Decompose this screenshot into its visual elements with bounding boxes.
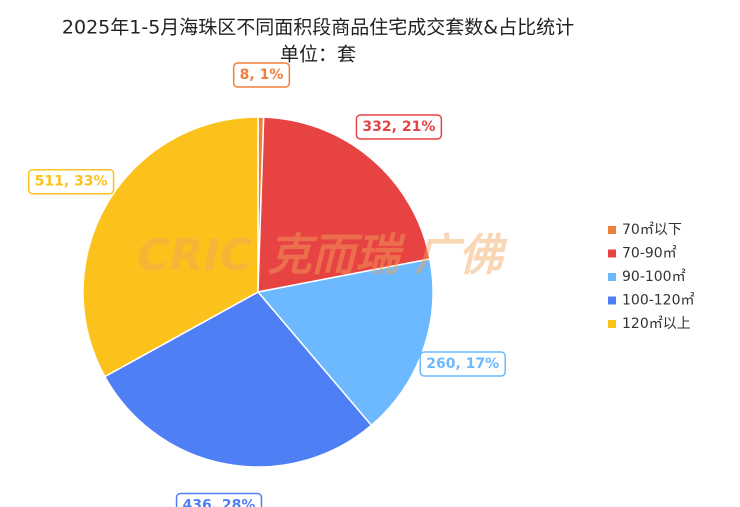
data-label: 8, 1% bbox=[240, 67, 284, 83]
data-label-box bbox=[355, 114, 443, 140]
pie-slice bbox=[103, 291, 373, 468]
chart-subtitle: 单位：套 bbox=[280, 44, 356, 66]
chart-title: 2025年1-5月海珠区不同面积段商品住宅成交套数&占比统计 bbox=[62, 17, 574, 39]
pie-slice bbox=[256, 258, 434, 427]
legend-marker bbox=[608, 273, 616, 281]
data-label-box bbox=[175, 492, 263, 507]
data-label-group: 332, 21% bbox=[355, 114, 443, 140]
legend-marker bbox=[608, 320, 616, 328]
legend-label: 90-100㎡ bbox=[622, 269, 686, 285]
data-label-group: 436, 28% bbox=[175, 492, 263, 507]
data-label: 260, 17% bbox=[426, 356, 499, 372]
data-label-box bbox=[27, 168, 115, 195]
watermark: CRIC 克而瑞 广佛 bbox=[137, 230, 507, 281]
pie-slice bbox=[257, 116, 431, 293]
legend-label: 70-90㎡ bbox=[622, 246, 677, 262]
legend-label: 70㎡以下 bbox=[622, 222, 682, 238]
data-label-box bbox=[419, 351, 506, 377]
pie-slice bbox=[82, 116, 259, 378]
data-label-group: 8, 1% bbox=[232, 62, 291, 88]
data-label: 511, 33% bbox=[35, 174, 108, 190]
data-label-box bbox=[232, 62, 291, 88]
legend-marker bbox=[608, 226, 616, 234]
legend-label: 120㎡以上 bbox=[622, 316, 691, 332]
data-label: 332, 21% bbox=[362, 119, 435, 135]
data-label-group: 511, 33% bbox=[27, 168, 115, 195]
legend-marker bbox=[608, 249, 616, 258]
data-label-group: 260, 17% bbox=[419, 351, 506, 377]
legend-marker bbox=[608, 296, 616, 305]
legend-label: 100-120㎡ bbox=[622, 293, 695, 309]
data-label: 436, 28% bbox=[183, 497, 256, 507]
